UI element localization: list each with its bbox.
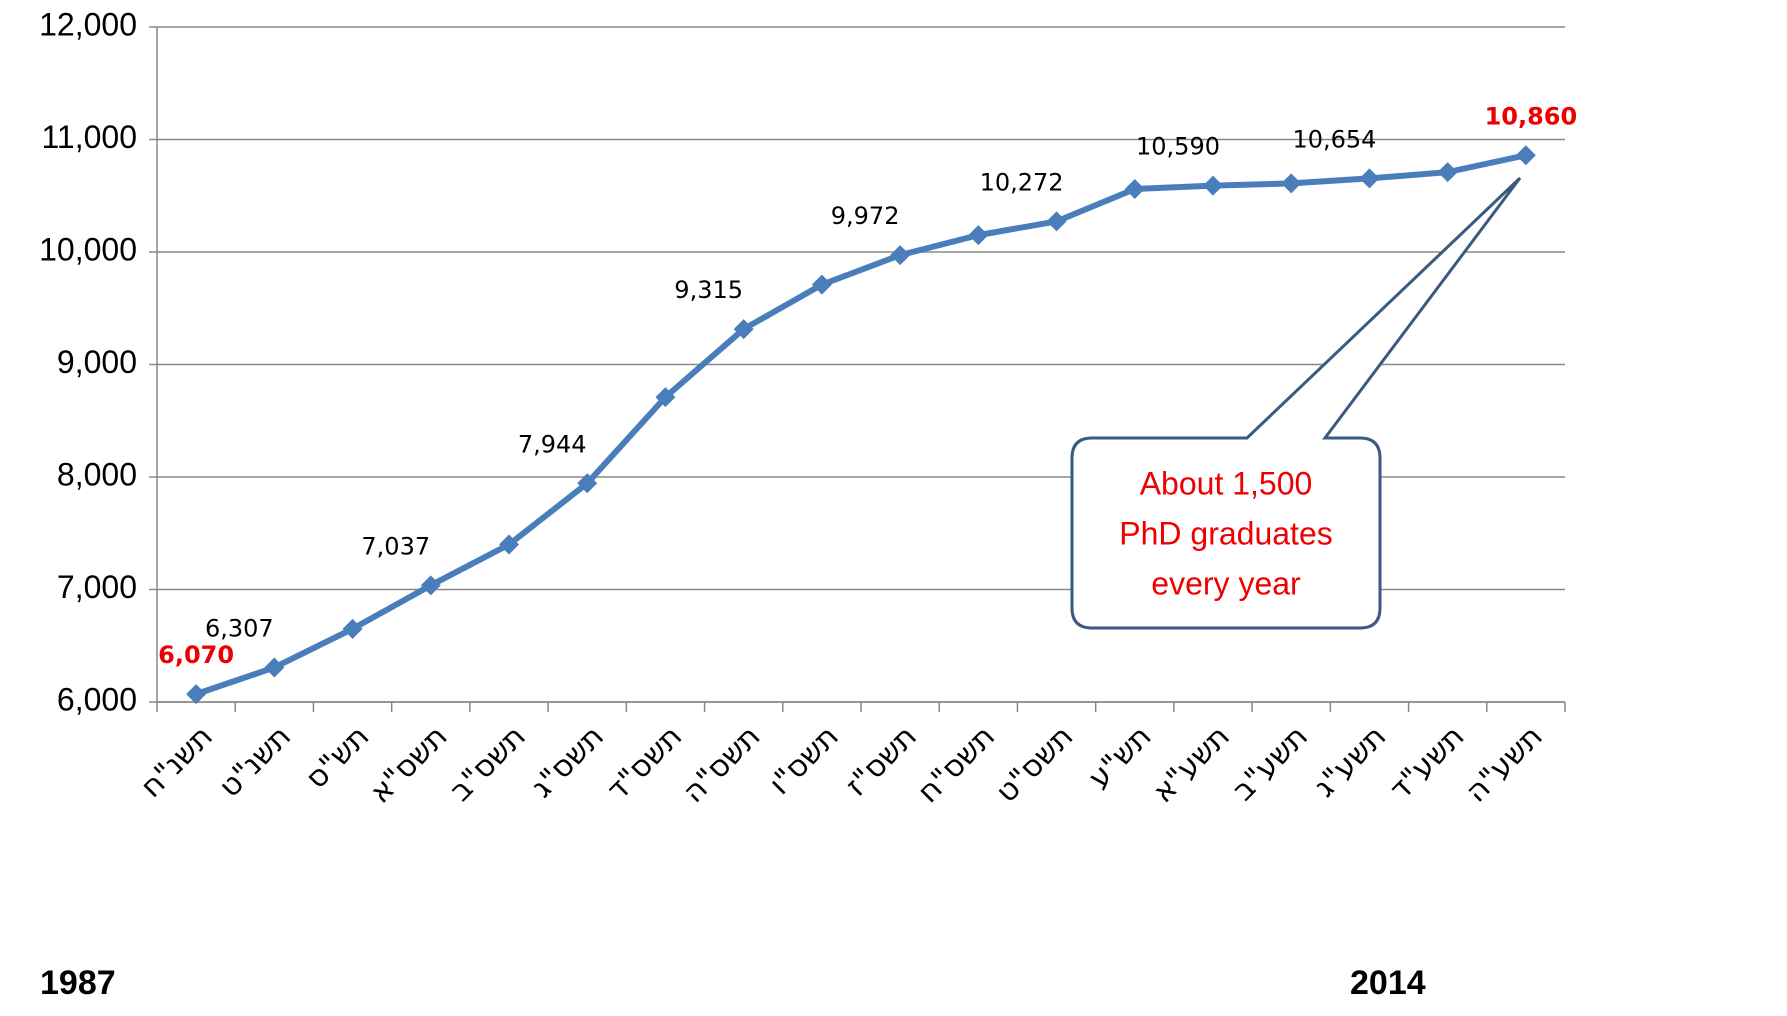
y-tick-label: 9,000 (57, 344, 137, 380)
x-tick-label: תשע"ג (1308, 719, 1394, 805)
point-marker (1437, 162, 1458, 183)
data-label: 10,860 (1485, 102, 1578, 130)
series-line (195, 152, 1527, 697)
x-tick-label: תשס"א (363, 719, 454, 810)
end-label: 2014 (1350, 964, 1426, 1002)
x-tick-label: תשס"ח (911, 719, 1002, 810)
x-tick-label: תשנ"ח (134, 719, 220, 805)
x-tick-label: תשס"ט (989, 719, 1080, 810)
y-tick-label: 6,000 (57, 681, 137, 717)
point-marker (890, 245, 911, 266)
x-tick-label: תשנ"ט (212, 719, 298, 805)
y-tick-label: 8,000 (57, 456, 137, 492)
annotation-text: About 1,500 (1140, 465, 1313, 501)
x-tick-label: תשע"א (1146, 719, 1237, 810)
point-marker (655, 387, 676, 408)
point-marker (811, 274, 832, 295)
x-tick-label: תשס"ו (763, 719, 846, 802)
data-label: 10,590 (1136, 133, 1220, 161)
data-label: 9,315 (674, 276, 743, 304)
point-marker (968, 225, 989, 246)
point-marker (733, 319, 754, 340)
point-marker (342, 618, 363, 639)
point-marker (1124, 179, 1145, 199)
data-label: 10,654 (1292, 125, 1376, 153)
y-tick-label: 11,000 (42, 119, 138, 155)
callout-box (1070, 176, 1522, 630)
data-label: 6,070 (158, 641, 234, 669)
data-label: 10,272 (980, 168, 1064, 196)
y-tick-label: 7,000 (57, 569, 137, 605)
data-label: 7,944 (518, 430, 587, 458)
point-marker (1046, 211, 1067, 232)
data-label: 7,037 (361, 532, 430, 560)
x-tick-label: תשע"ב (1226, 719, 1315, 808)
x-tick-label: תשס"ה (676, 719, 767, 810)
point-marker (1203, 175, 1223, 196)
x-tick-label: תשע"ה (1459, 719, 1550, 810)
point-marker (499, 534, 519, 555)
y-tick-label: 12,000 (39, 6, 137, 42)
x-tick-label: תשס"ז (839, 719, 924, 804)
data-label: 6,307 (205, 614, 274, 642)
point-marker (264, 657, 285, 678)
data-label: 9,972 (831, 202, 900, 230)
point-marker (420, 575, 441, 596)
point-marker (1359, 168, 1380, 189)
x-tick-label: תשס"ב (443, 719, 533, 809)
point-marker (186, 684, 207, 705)
point-marker (1281, 173, 1302, 194)
start-label: 1987 (40, 964, 116, 1002)
annotation-text: every year (1151, 565, 1301, 601)
annotation-text: PhD graduates (1119, 515, 1332, 551)
x-tick-label: תשס"ד (600, 719, 689, 808)
y-tick-label: 10,000 (39, 231, 137, 267)
point-marker (577, 473, 598, 494)
x-tick-label: תשס"ג (525, 719, 611, 805)
x-tick-label: תשע"ד (1383, 719, 1471, 807)
point-marker (1515, 145, 1536, 166)
